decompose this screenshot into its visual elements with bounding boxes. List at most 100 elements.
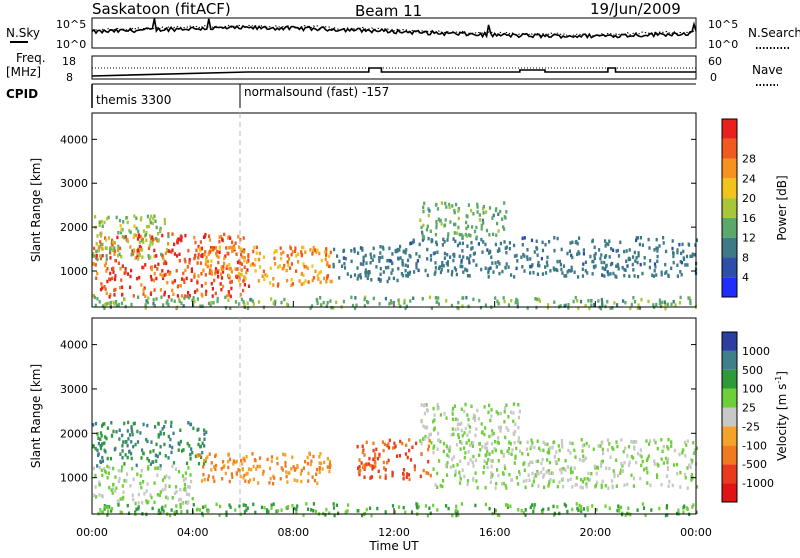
heatmap-cell xyxy=(190,278,193,283)
heatmap-cell xyxy=(521,451,524,456)
heatmap-cell xyxy=(462,446,466,450)
heatmap-cell xyxy=(320,461,323,466)
heatmap-cell xyxy=(520,255,523,259)
heatmap-cell xyxy=(445,416,448,420)
heatmap-cell xyxy=(130,302,133,307)
heatmap-cell xyxy=(451,204,454,208)
heatmap-cell xyxy=(488,206,492,210)
heatmap-cell xyxy=(526,440,529,444)
heatmap-cell xyxy=(556,259,559,264)
heatmap-cell xyxy=(329,250,332,255)
heatmap-cell xyxy=(153,248,156,253)
heatmap-cell xyxy=(104,435,107,439)
heatmap-cell xyxy=(507,428,510,432)
heatmap-cell xyxy=(368,270,371,275)
heatmap-cell xyxy=(328,511,331,515)
noise-sky-trace xyxy=(91,18,697,40)
heatmap-cell xyxy=(185,492,189,496)
heatmap-cell xyxy=(613,474,616,479)
heatmap-cell xyxy=(424,504,428,508)
heatmap-cell xyxy=(391,473,394,478)
heatmap-cell xyxy=(182,271,185,276)
heatmap-cell xyxy=(129,285,132,290)
heatmap-cell xyxy=(497,229,500,233)
heatmap-cell xyxy=(228,275,231,280)
heatmap-cell xyxy=(370,255,373,260)
heatmap-cell xyxy=(170,250,173,254)
heatmap-cell xyxy=(454,268,458,272)
heatmap-cell xyxy=(276,456,279,460)
heatmap-cell xyxy=(618,509,621,513)
heatmap-cell xyxy=(144,233,147,237)
heatmap-cell xyxy=(634,259,637,263)
heatmap-cell xyxy=(173,510,176,515)
heatmap-cell xyxy=(525,447,529,452)
heatmap-cell xyxy=(153,271,156,276)
heatmap-cell xyxy=(310,508,313,512)
heatmap-cell xyxy=(526,306,529,310)
heatmap-cell xyxy=(532,479,535,484)
heatmap-cell xyxy=(604,244,607,248)
heatmap-cell xyxy=(188,485,191,489)
heatmap-cell xyxy=(205,255,208,260)
heatmap-cell xyxy=(617,264,620,268)
heatmap-cell xyxy=(304,250,307,254)
heatmap-cell xyxy=(455,513,458,518)
heatmap-cell xyxy=(558,448,561,453)
heatmap-cell xyxy=(377,277,380,281)
heatmap-cell xyxy=(453,404,456,408)
heatmap-cell xyxy=(524,485,527,490)
heatmap-cell xyxy=(681,451,684,455)
heatmap-cell xyxy=(689,465,692,470)
heatmap-cell xyxy=(115,300,118,304)
heatmap-cell xyxy=(363,297,366,302)
heatmap-cell xyxy=(367,273,370,277)
noise-right-label: N.Search xyxy=(748,26,800,40)
heatmap-cell xyxy=(173,299,176,303)
heatmap-cell xyxy=(312,509,315,513)
heatmap-cell xyxy=(159,464,162,468)
heatmap-cell xyxy=(453,252,456,257)
heatmap-cell xyxy=(175,485,178,489)
heatmap-cell xyxy=(144,303,147,307)
heatmap-cell xyxy=(411,445,414,449)
heatmap-cell xyxy=(130,425,133,429)
heatmap-cell xyxy=(530,438,533,442)
heatmap-cell xyxy=(176,294,179,298)
colorbar-tick-label: -1000 xyxy=(742,477,774,490)
heatmap-cell xyxy=(108,485,111,490)
heatmap-cell xyxy=(492,270,495,274)
heatmap-cell xyxy=(323,276,326,281)
heatmap-cell xyxy=(103,448,106,453)
heatmap-cell xyxy=(566,465,569,469)
heatmap-cell xyxy=(205,289,208,294)
heatmap-cell xyxy=(362,262,365,267)
heatmap-cell xyxy=(463,431,466,435)
heatmap-cell xyxy=(468,257,471,261)
heatmap-cell xyxy=(202,465,205,469)
heatmap-cell xyxy=(117,231,120,235)
heatmap-cell xyxy=(467,417,470,422)
heatmap-cell xyxy=(104,236,107,240)
heatmap-cell xyxy=(228,293,231,297)
heatmap-cell xyxy=(126,455,129,460)
heatmap-cell xyxy=(163,425,166,429)
heatmap-cell xyxy=(281,468,284,472)
heatmap-cell xyxy=(157,232,160,236)
heatmap-cell xyxy=(333,513,336,518)
colorbar-tick-label: 100 xyxy=(742,383,763,396)
heatmap-cell xyxy=(181,474,185,478)
heatmap-cell xyxy=(406,264,409,268)
heatmap-cell xyxy=(569,241,572,245)
heatmap-cell xyxy=(450,433,453,437)
heatmap-cell xyxy=(163,221,166,226)
heatmap-cell xyxy=(470,208,473,213)
heatmap-cell xyxy=(493,446,496,451)
heatmap-cell xyxy=(153,288,156,292)
heatmap-cell xyxy=(422,223,425,228)
heatmap-cell xyxy=(695,446,698,451)
heatmap-cell xyxy=(159,226,162,231)
heatmap-cell xyxy=(491,450,494,454)
heatmap-cell xyxy=(384,266,388,270)
cpid-mode-1: themis 3300 xyxy=(96,93,171,107)
